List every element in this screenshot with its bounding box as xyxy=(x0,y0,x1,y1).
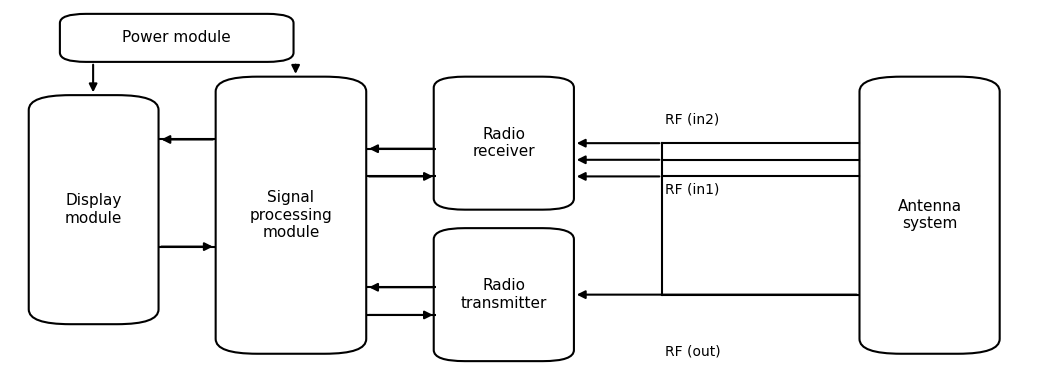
Text: Display
module: Display module xyxy=(65,194,122,226)
Text: Radio
receiver: Radio receiver xyxy=(473,127,536,159)
Text: RF (out): RF (out) xyxy=(665,345,721,359)
Text: RF (in2): RF (in2) xyxy=(665,112,719,126)
FancyBboxPatch shape xyxy=(433,228,574,361)
Text: RF (in1): RF (in1) xyxy=(665,182,719,196)
FancyBboxPatch shape xyxy=(859,76,1000,354)
Text: Radio
transmitter: Radio transmitter xyxy=(460,279,547,311)
FancyBboxPatch shape xyxy=(216,76,366,354)
FancyBboxPatch shape xyxy=(60,14,293,62)
Text: Power module: Power module xyxy=(122,30,231,45)
FancyBboxPatch shape xyxy=(29,95,159,324)
FancyBboxPatch shape xyxy=(433,76,574,210)
Text: Antenna
system: Antenna system xyxy=(898,199,962,231)
Text: Signal
processing
module: Signal processing module xyxy=(250,190,332,240)
